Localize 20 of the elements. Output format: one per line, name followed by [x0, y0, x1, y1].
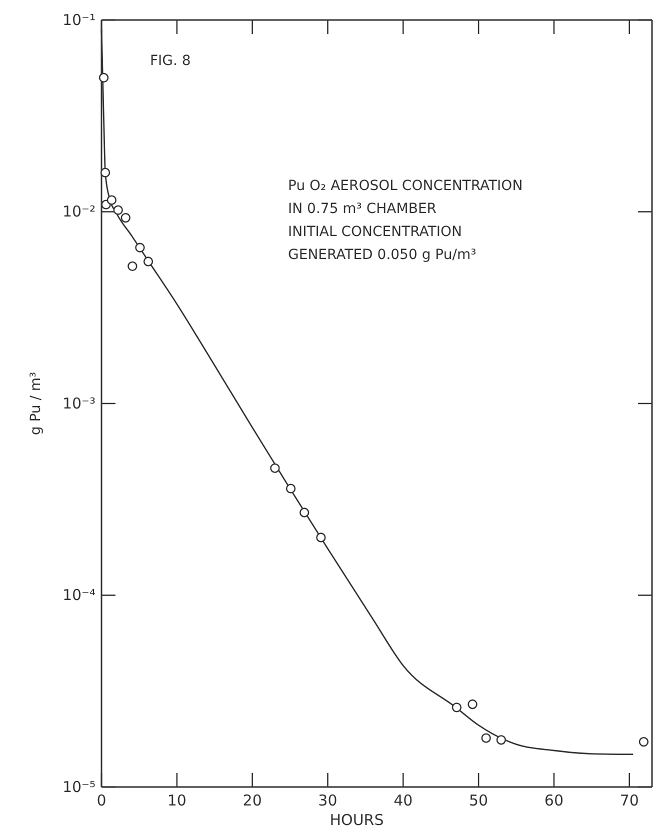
- x-tick-label: 60: [544, 792, 564, 810]
- x-tick-label: 40: [394, 792, 413, 810]
- y-tick-label: 10⁻⁵: [62, 778, 96, 796]
- y-tick-label: 10⁻³: [62, 394, 96, 412]
- x-tick-label: 20: [242, 792, 262, 810]
- annotation: INITIAL CONCENTRATION: [288, 224, 462, 240]
- annotation: FIG. 8: [150, 53, 191, 69]
- y-tick-label: 10⁻¹: [62, 10, 96, 29]
- x-tick-label: 30: [318, 792, 338, 810]
- annotation: Pu O₂ AEROSOL CONCENTRATION: [288, 178, 523, 194]
- x-tick-label: 10: [167, 792, 186, 810]
- annotation: IN 0.75 m³ CHAMBER: [288, 201, 437, 217]
- y-tick-label: 10⁻⁴: [62, 586, 96, 604]
- x-tick-label: 70: [620, 792, 639, 810]
- annotation: GENERATED 0.050 g Pu/m³: [288, 247, 476, 263]
- x-tick-label: 50: [469, 792, 488, 810]
- y-tick-label: 10⁻²: [62, 202, 96, 221]
- x-tick-label: 0: [96, 792, 106, 810]
- y-axis-title: g Pu / m³: [28, 372, 44, 436]
- x-axis-title: HOURS: [330, 811, 384, 829]
